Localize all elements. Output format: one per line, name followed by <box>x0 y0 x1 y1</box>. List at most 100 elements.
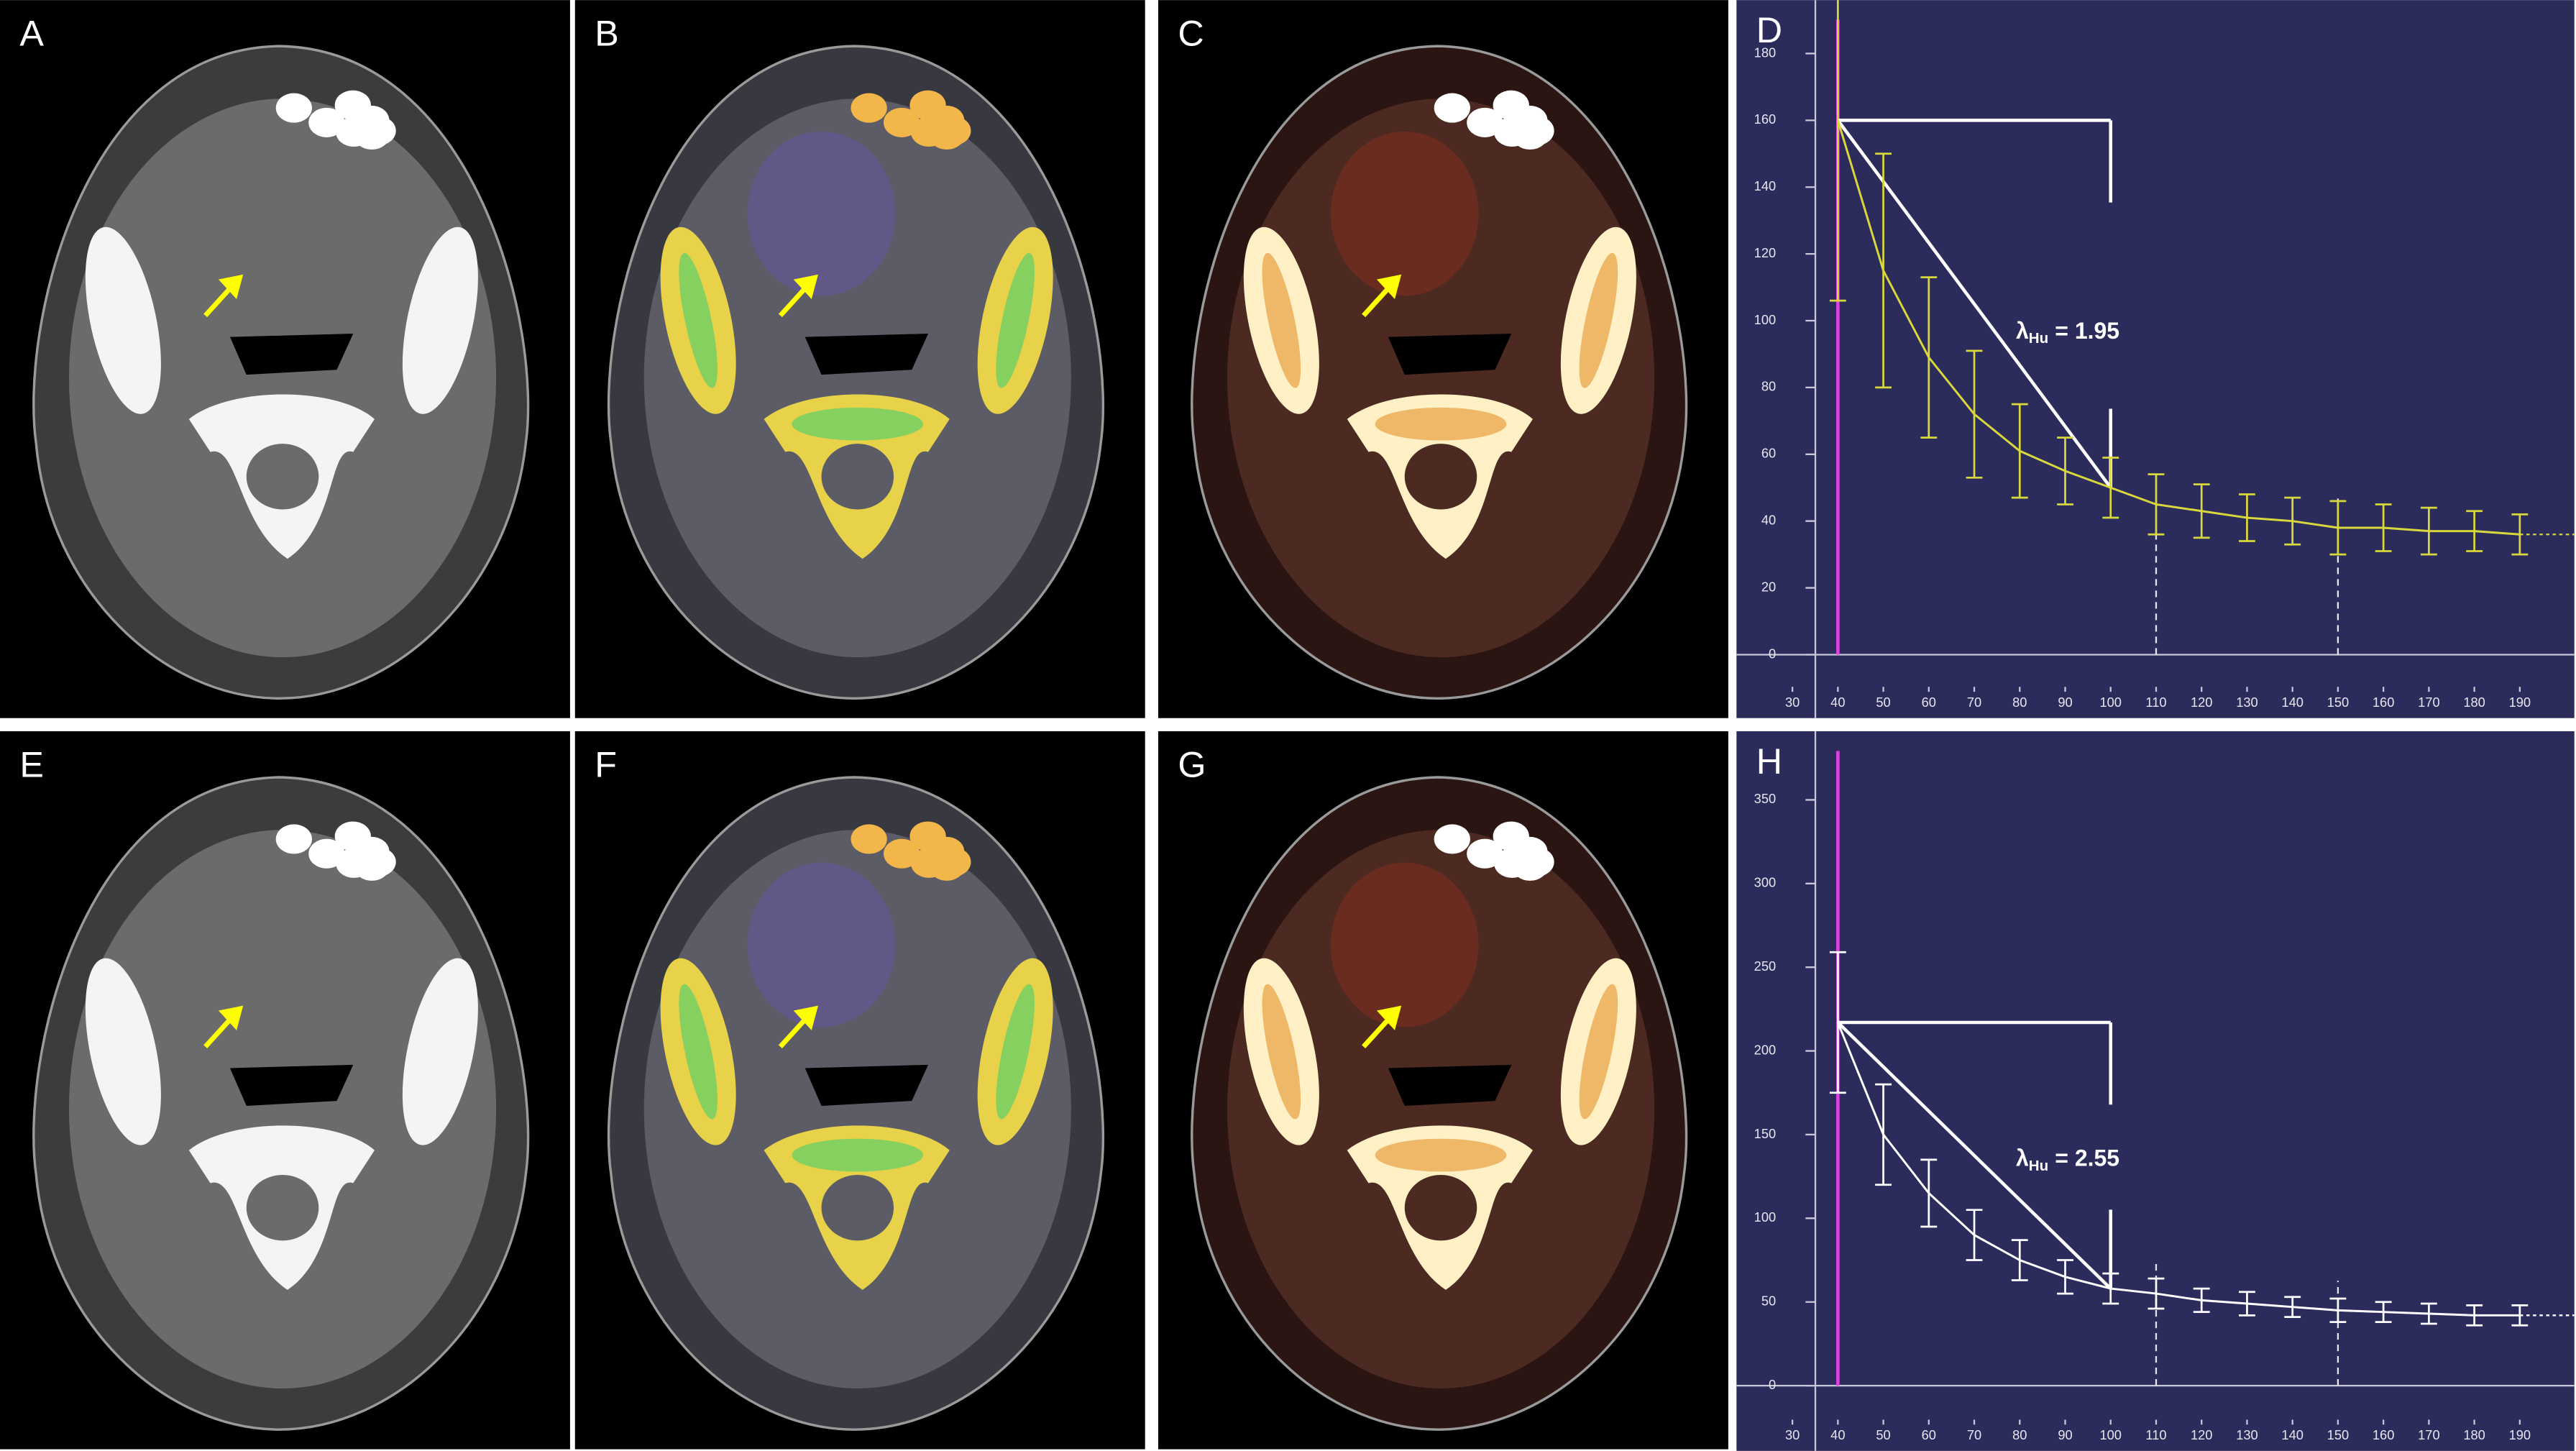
vertebra-core <box>1375 1138 1507 1172</box>
x-tick-label: 90 <box>2058 695 2072 710</box>
y-tick-label: 300 <box>1754 875 1776 890</box>
tooth <box>883 838 920 869</box>
panel-label: D <box>1756 9 1782 50</box>
x-tick-label: 170 <box>2418 695 2439 710</box>
chart: 0 50 100 150 200 250 300 350 30 40 50 60 70 80 90 100 11… <box>1736 731 2575 1451</box>
ramus-core <box>679 252 718 388</box>
tissue-tint <box>1330 131 1479 296</box>
ramus-core <box>1262 984 1301 1120</box>
annotation-value: = 2.55 <box>2055 1145 2119 1171</box>
annotation-subscript: Hu <box>2029 1158 2048 1174</box>
y-tick-label: 100 <box>1754 1209 1776 1225</box>
y-tick-label: 0 <box>1769 1377 1776 1392</box>
vertebra-core <box>792 1138 924 1172</box>
x-tick-label: 170 <box>2418 1427 2439 1442</box>
x-tick-label: 90 <box>2058 1427 2072 1442</box>
x-tick-label: 70 <box>1967 1427 1981 1442</box>
vertebra-core <box>792 407 924 441</box>
x-tick-label: 100 <box>2099 1427 2121 1442</box>
slope-hypotenuse <box>1836 1021 2112 1290</box>
x-tick-label: 50 <box>1876 695 1890 710</box>
mandible-ramus <box>85 958 161 1145</box>
tooth <box>909 821 946 851</box>
spinal-canal <box>246 444 319 510</box>
ramus-core <box>1579 984 1618 1120</box>
soft-tissue <box>1227 99 1655 658</box>
ramus-core <box>996 252 1035 388</box>
x-tick-label: 70 <box>1967 695 1981 710</box>
plot-background <box>1736 731 2575 1451</box>
airway <box>229 1064 354 1106</box>
x-tick-label: 120 <box>2191 695 2212 710</box>
mandible-ramus <box>402 226 478 414</box>
ct-image: A <box>0 0 570 718</box>
annotation-symbol: λ <box>2016 1145 2029 1171</box>
soft-tissue <box>643 830 1071 1389</box>
tooth <box>1434 824 1470 854</box>
x-tick-label: 150 <box>2327 695 2349 710</box>
x-tick-label: 60 <box>1922 695 1936 710</box>
panel-label: B <box>595 13 619 54</box>
annotation: λHu = 1.95 <box>2016 318 2119 347</box>
arrow-head <box>1376 1005 1402 1030</box>
arrow-head <box>218 274 244 300</box>
ramus-core <box>1579 252 1618 388</box>
panel-label: G <box>1178 744 1206 785</box>
x-tick-label: 190 <box>2509 695 2531 710</box>
x-tick-label: 120 <box>2191 1427 2212 1442</box>
y-tick-label: 180 <box>1754 45 1776 60</box>
x-tick-label: 180 <box>2463 695 2485 710</box>
panel-label: C <box>1178 13 1204 54</box>
plot-area: 0 20 40 60 80 100 120 140 160 180 30 40 50 60 70 80 90 10… <box>1736 0 2575 718</box>
airway <box>805 334 929 375</box>
tooth <box>334 90 371 120</box>
error-bar <box>1829 951 1846 1094</box>
tissue-tint <box>747 131 896 296</box>
soft-tissue <box>68 99 497 658</box>
fit-curve <box>1836 119 2520 536</box>
x-tick-label: 160 <box>2373 695 2394 710</box>
spinal-canal <box>1404 444 1477 510</box>
y-tick-label: 0 <box>1769 646 1776 661</box>
x-tick-label: 80 <box>2012 1427 2027 1442</box>
ramus-core <box>996 984 1035 1120</box>
ramus-core <box>1262 252 1301 388</box>
ct-image: C <box>1158 0 1728 718</box>
tooth <box>308 838 345 869</box>
ct-image: E <box>0 731 570 1450</box>
arrow-head <box>1376 274 1402 300</box>
tooth <box>1434 93 1470 123</box>
y-tick-label: 140 <box>1754 178 1776 193</box>
y-tick-label: 350 <box>1754 791 1776 806</box>
x-tick-label: 110 <box>2145 1427 2166 1442</box>
x-tick-label: 80 <box>2012 695 2027 710</box>
tooth <box>851 93 887 123</box>
x-tick-label: 190 <box>2509 1427 2531 1442</box>
x-tick-label: 60 <box>1922 1427 1936 1442</box>
panel-label: E <box>19 744 44 785</box>
y-tick-label: 250 <box>1754 958 1776 974</box>
panel-label: F <box>595 744 617 785</box>
vertebra-core <box>1375 407 1507 441</box>
y-tick-label: 20 <box>1761 579 1776 594</box>
tissue-tint <box>747 862 896 1027</box>
tooth <box>1493 821 1529 851</box>
x-tick-label: 110 <box>2145 695 2166 710</box>
tooth <box>275 824 312 854</box>
x-tick-label: 180 <box>2463 1427 2485 1442</box>
tooth <box>1467 838 1503 869</box>
annotation-value: = 1.95 <box>2055 318 2119 344</box>
y-tick-label: 150 <box>1754 1126 1776 1141</box>
annotation-symbol: λ <box>2016 318 2029 344</box>
y-tick-label: 80 <box>1761 379 1776 394</box>
soft-tissue <box>68 830 497 1389</box>
y-tick-label: 100 <box>1754 312 1776 327</box>
tooth <box>334 821 371 851</box>
tooth <box>1493 90 1529 120</box>
x-tick-label: 30 <box>1785 695 1800 710</box>
ct-image: G <box>1158 731 1728 1450</box>
y-tick-label: 60 <box>1761 446 1776 461</box>
x-tick-label: 30 <box>1785 1427 1800 1442</box>
